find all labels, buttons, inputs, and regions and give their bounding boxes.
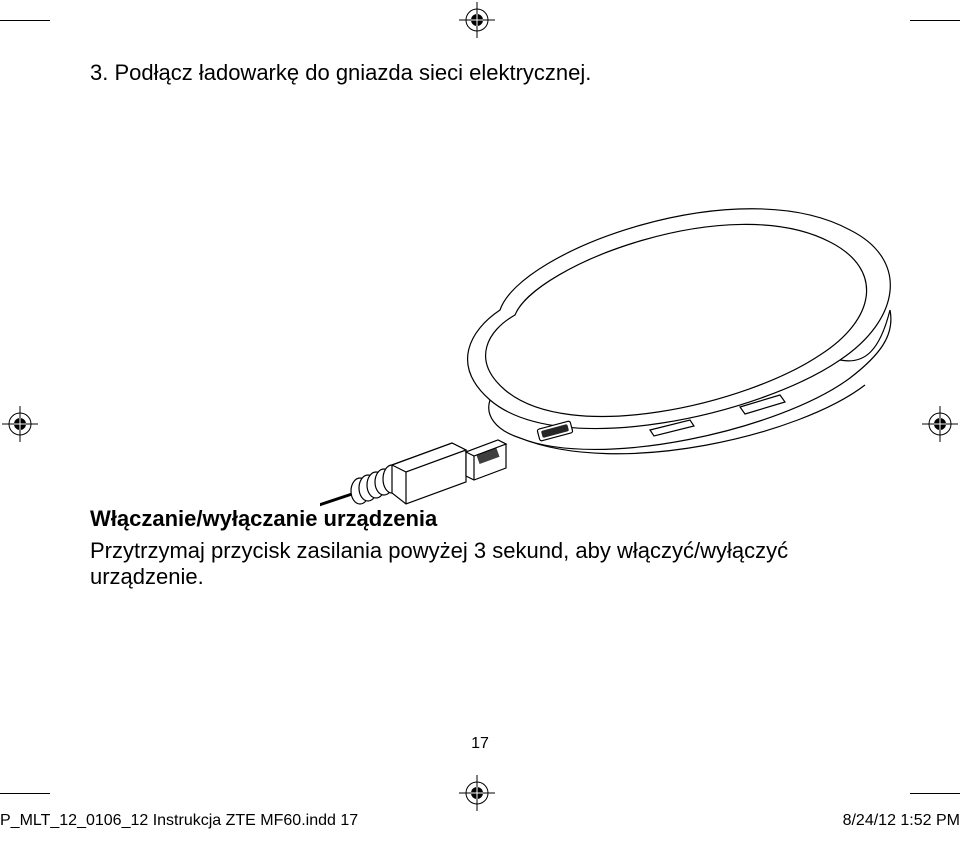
reg-mark-left	[2, 406, 38, 442]
reg-mark-top	[459, 2, 495, 38]
reg-mark-bottom	[459, 775, 495, 811]
section-body: Przytrzymaj przycisk zasilania powyżej 3…	[90, 538, 900, 590]
crop-line	[0, 20, 50, 21]
step-text: 3. Podłącz ładowarkę do gniazda sieci el…	[90, 60, 900, 86]
crop-line	[0, 793, 50, 794]
page-content: 3. Podłącz ładowarkę do gniazda sieci el…	[90, 60, 900, 590]
reg-mark-right	[922, 406, 958, 442]
device-illustration	[320, 190, 920, 540]
page-number: 17	[471, 735, 489, 753]
crop-line	[910, 20, 960, 21]
crop-line	[910, 793, 960, 794]
footer-timestamp: 8/24/12 1:52 PM	[843, 812, 960, 830]
footer-filename: P_MLT_12_0106_12 Instrukcja ZTE MF60.ind…	[0, 812, 358, 830]
